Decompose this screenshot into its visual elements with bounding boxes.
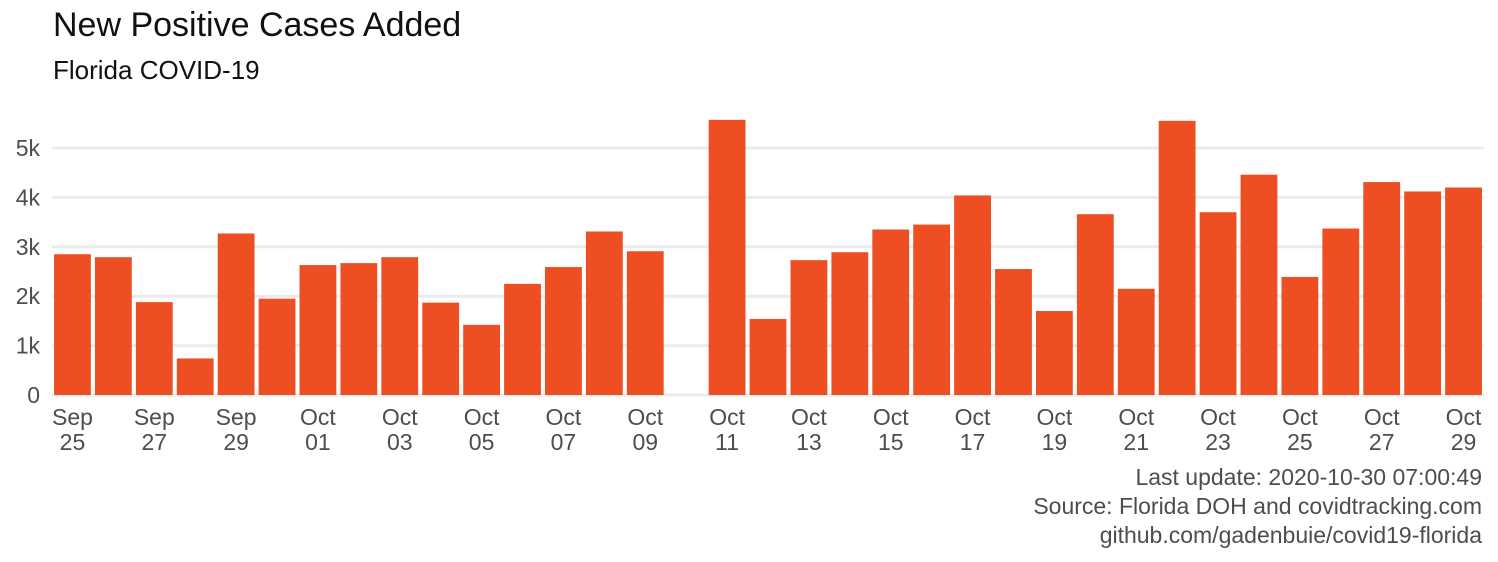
bar — [1281, 276, 1319, 395]
source: Source: Florida DOH and covidtracking.co… — [1033, 493, 1482, 519]
bar — [1363, 182, 1401, 395]
bar — [626, 251, 664, 395]
x-tick-label: Oct 27 — [1364, 404, 1400, 455]
x-tick-label: Sep 27 — [134, 404, 175, 455]
x-tick-label: Sep 25 — [52, 404, 93, 455]
bar — [176, 358, 214, 395]
bar — [708, 119, 746, 395]
bar — [463, 324, 501, 395]
y-tick-label: 5k — [16, 135, 41, 161]
bar — [299, 265, 337, 395]
chart-subtitle: Florida COVID-19 — [53, 55, 260, 85]
bar — [340, 263, 378, 395]
x-tick-label: Oct 17 — [955, 404, 991, 455]
bar — [545, 267, 582, 395]
repo-link: github.com/gadenbuie/covid19-florida — [1099, 522, 1482, 548]
bar — [749, 318, 787, 395]
y-tick-label: 3k — [16, 234, 41, 260]
last-update: Last update: 2020-10-30 07:00:49 — [1135, 464, 1482, 490]
y-tick-label: 2k — [16, 283, 41, 309]
x-tick-label: Oct 07 — [546, 404, 582, 455]
x-tick-label: Oct 21 — [1118, 404, 1154, 455]
bars — [54, 119, 1482, 395]
bar — [54, 254, 91, 395]
bar — [1322, 228, 1360, 395]
bar — [1076, 214, 1114, 395]
bar — [217, 233, 255, 395]
bar — [1035, 311, 1073, 395]
bar — [913, 224, 951, 395]
x-tick-label: Oct 13 — [791, 404, 827, 455]
bar — [1404, 191, 1442, 395]
x-tick-label: Oct 09 — [627, 404, 663, 455]
x-tick-label: Oct 23 — [1200, 404, 1236, 455]
x-tick-label: Oct 11 — [709, 404, 745, 455]
x-tick-label: Oct 19 — [1037, 404, 1073, 455]
bar — [381, 257, 419, 395]
bar — [1117, 288, 1155, 395]
x-tick-label: Oct 29 — [1446, 404, 1482, 455]
x-tick-label: Oct 03 — [382, 404, 418, 455]
bar — [258, 298, 296, 395]
bar — [1199, 212, 1237, 395]
x-tick-label: Oct 25 — [1282, 404, 1318, 455]
bar — [954, 195, 991, 395]
x-tick-label: Sep 29 — [216, 404, 257, 455]
x-tick-label: Oct 05 — [464, 404, 500, 455]
bar — [94, 257, 132, 395]
x-tick-label: Oct 01 — [300, 404, 336, 455]
bar — [585, 231, 623, 395]
bar — [135, 302, 173, 395]
bar — [790, 260, 828, 395]
bar — [1240, 174, 1278, 395]
bar — [831, 252, 869, 395]
bar — [995, 269, 1032, 395]
y-tick-label: 0 — [27, 382, 40, 408]
bar — [504, 283, 541, 395]
bar — [422, 302, 460, 395]
bar — [872, 229, 910, 395]
y-tick-label: 1k — [16, 333, 41, 359]
y-tick-label: 4k — [16, 184, 41, 210]
bar — [1445, 187, 1482, 395]
y-axis-ticks: 0 1k 2k 3k 4k 5k — [16, 135, 41, 408]
caption: Last update: 2020-10-30 07:00:49 Source:… — [1033, 463, 1482, 550]
chart-title: New Positive Cases Added — [53, 6, 462, 44]
x-axis-ticks: Sep 25 Sep 27 Sep 29 Oct 01 Oct 03 Oct 05 Oct 07 Oct 09… — [52, 404, 1482, 455]
bar — [1158, 120, 1196, 395]
x-tick-label: Oct 15 — [873, 404, 909, 455]
